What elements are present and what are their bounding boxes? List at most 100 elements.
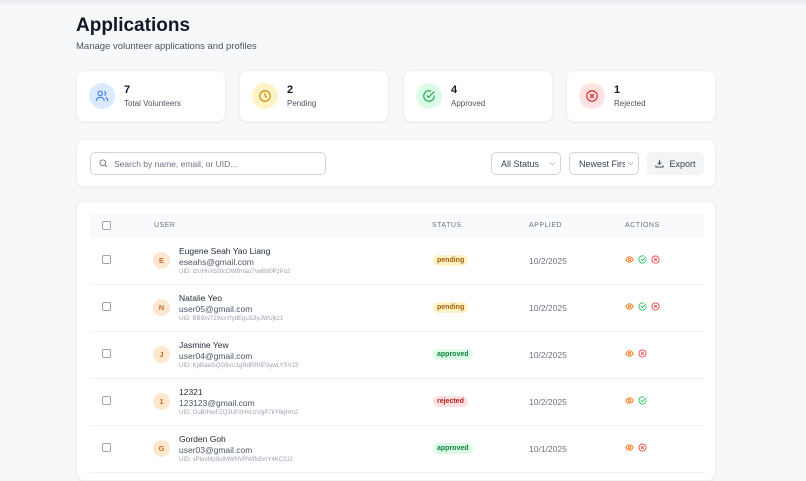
reject-button[interactable]	[638, 349, 647, 358]
table-row: 1 12321 123123@gmail.com UID: OuBrHwFZQ3…	[90, 379, 704, 426]
x-circle-icon	[651, 302, 660, 311]
eye-icon	[625, 302, 634, 311]
view-button[interactable]	[625, 443, 634, 452]
stat-card-approved: 4 Approved	[403, 70, 553, 122]
eye-icon	[625, 255, 634, 264]
row-checkbox[interactable]	[102, 255, 111, 264]
eye-icon	[625, 396, 634, 405]
stat-card-pending: 2 Pending	[239, 70, 389, 122]
stat-card-total-volunteers: 7 Total Volunteers	[76, 70, 226, 122]
stat-label: Pending	[287, 99, 317, 108]
table-header: USER STATUS APPLIED ACTIONS	[90, 214, 704, 238]
stat-value: 4	[451, 84, 458, 96]
view-button[interactable]	[625, 396, 634, 405]
table-row: J Jasmine Yew user04@gmail.com UID: KpBa…	[90, 332, 704, 379]
page-title: Applications	[76, 15, 191, 36]
reject-button[interactable]	[651, 255, 660, 264]
check-circle-icon	[638, 255, 647, 264]
user-email: user03@gmail.com	[179, 445, 253, 455]
avatar: 1	[153, 393, 170, 410]
user-uid: UID: OuBrHwFZQ3UPzHhUzVgP7kY8qHm2	[179, 410, 299, 416]
row-actions	[625, 255, 660, 264]
row-checkbox[interactable]	[102, 443, 111, 452]
user-email: user04@gmail.com	[179, 351, 253, 361]
row-actions	[625, 396, 647, 405]
approve-button[interactable]	[638, 302, 647, 311]
avatar: E	[153, 252, 170, 269]
page-subtitle: Manage volunteer applications and profil…	[76, 41, 257, 52]
row-actions	[625, 443, 647, 452]
stat-label: Rejected	[614, 99, 646, 108]
avatar: N	[153, 299, 170, 316]
top-shadow	[0, 0, 806, 6]
search-box[interactable]	[90, 152, 326, 175]
user-name: Gorden Goh	[179, 434, 226, 444]
status-badge: approved	[433, 443, 473, 454]
applied-date: 10/2/2025	[529, 397, 567, 407]
row-checkbox[interactable]	[102, 396, 111, 405]
user-email: user05@gmail.com	[179, 304, 253, 314]
sort-select[interactable]: Newest First ⌵	[569, 152, 639, 175]
clock-icon	[252, 83, 278, 109]
stat-label: Approved	[451, 99, 486, 108]
reject-button[interactable]	[638, 443, 647, 452]
check-circle-icon	[416, 83, 442, 109]
applied-date: 10/2/2025	[529, 256, 567, 266]
row-checkbox[interactable]	[102, 349, 111, 358]
row-actions	[625, 302, 660, 311]
applied-date: 10/2/2025	[529, 303, 567, 313]
user-name: 12321	[179, 387, 203, 397]
stat-label: Total Volunteers	[124, 99, 181, 108]
stat-value: 2	[287, 84, 294, 96]
eye-icon	[625, 349, 634, 358]
column-applied: APPLIED	[529, 222, 563, 229]
view-button[interactable]	[625, 349, 634, 358]
status-filter-select[interactable]: All Status ⌵	[491, 152, 561, 175]
approve-button[interactable]	[638, 396, 647, 405]
user-email: eseahs@gmail.com	[179, 257, 254, 267]
eye-icon	[625, 443, 634, 452]
approve-button[interactable]	[638, 255, 647, 264]
filter-bar: All Status⌵ Newest First⌵ Export	[76, 139, 716, 187]
check-circle-icon	[638, 302, 647, 311]
select-all-checkbox[interactable]	[102, 221, 111, 230]
applied-date: 10/2/2025	[529, 350, 567, 360]
table-row: G Gorden Goh user03@gmail.com UID: xPlov…	[90, 426, 704, 473]
stat-card-rejected: 1 Rejected	[566, 70, 716, 122]
table-row: E Eugene Seah Yao Liang eseahs@gmail.com…	[90, 238, 704, 285]
status-badge: rejected	[433, 396, 468, 407]
sort-value: Newest First	[579, 158, 625, 169]
export-label: Export	[669, 158, 696, 169]
avatar: G	[153, 440, 170, 457]
applied-date: 10/1/2025	[529, 444, 567, 454]
view-button[interactable]	[625, 302, 634, 311]
status-filter-value: All Status	[501, 158, 540, 169]
users-icon	[89, 83, 115, 109]
user-name: Eugene Seah Yao Liang	[179, 246, 271, 256]
user-name: Jasmine Yew	[179, 340, 229, 350]
x-circle-icon	[579, 83, 605, 109]
row-actions	[625, 349, 647, 358]
download-icon	[655, 159, 665, 168]
avatar: J	[153, 346, 170, 363]
row-checkbox[interactable]	[102, 302, 111, 311]
export-button[interactable]: Export	[647, 152, 704, 175]
column-status: STATUS	[432, 222, 462, 229]
search-input[interactable]	[114, 158, 314, 169]
user-uid: UID: KpBawSQG9vU1gRdRR0P3ywLYSVJ3	[179, 363, 298, 369]
applications-table: USER STATUS APPLIED ACTIONS E Eugene Sea…	[76, 201, 716, 481]
status-badge: pending	[433, 255, 469, 266]
x-circle-icon	[638, 349, 647, 358]
view-button[interactable]	[625, 255, 634, 264]
stat-value: 7	[124, 84, 131, 96]
column-actions: ACTIONS	[625, 222, 660, 229]
table-row: N Natalie Yeo user05@gmail.com UID: BB9x…	[90, 285, 704, 332]
user-uid: UID: tzUHnXb2itcOWBHau7vwBd0PzPo2	[179, 269, 291, 275]
chevron-down-icon: ⌵	[628, 159, 634, 167]
status-badge: approved	[433, 349, 473, 360]
stat-value: 1	[614, 84, 621, 96]
reject-button[interactable]	[651, 302, 660, 311]
column-user: USER	[154, 222, 176, 229]
user-uid: UID: BB9xv729xxYfydEgu3JIyJWUjkz1	[179, 316, 284, 322]
user-uid: UID: xPlovMp9utMWNVRWffs5mY4KC0J2	[179, 457, 293, 463]
